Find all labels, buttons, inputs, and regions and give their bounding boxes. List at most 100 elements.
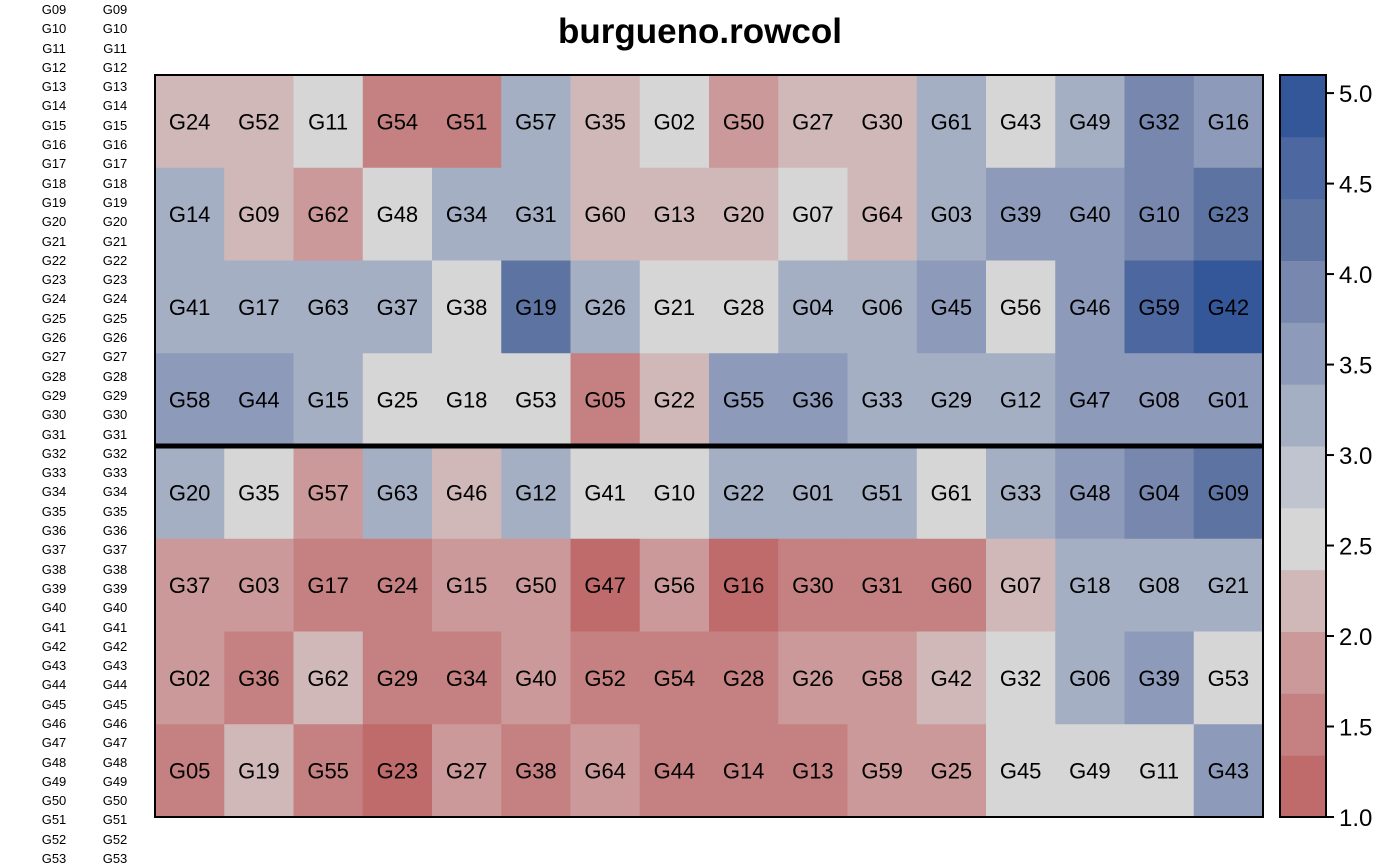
cell-label: G60 (584, 202, 626, 227)
heatmap-cell (362, 631, 433, 725)
heatmap-cell (847, 167, 918, 261)
heatmap-cell (986, 260, 1056, 354)
heatmap-cell (639, 446, 710, 540)
left-label: G53 (102, 851, 128, 867)
heatmap-cell (224, 631, 294, 725)
left-label: G17 (41, 156, 67, 172)
cell-label: G55 (723, 388, 765, 413)
heatmap-cell (709, 260, 779, 354)
heatmap-cell (293, 353, 364, 447)
left-label: G35 (102, 503, 128, 519)
heatmap-cell (501, 167, 571, 261)
cell-label: G32 (1138, 109, 1180, 134)
heatmap-cell (639, 538, 710, 632)
left-label: G50 (41, 793, 67, 809)
heatmap-cell (432, 446, 502, 540)
left-label: G35 (41, 503, 67, 519)
heatmap-cell (778, 631, 848, 725)
cell-label: G52 (584, 666, 626, 691)
cell-label: G14 (723, 759, 765, 784)
legend-tick-label: 4.5 (1339, 172, 1372, 199)
left-label: G26 (102, 330, 128, 346)
cell-label: G42 (931, 666, 973, 691)
cell-label: G16 (1208, 109, 1250, 134)
heatmap-cell (1124, 260, 1195, 354)
left-label: G36 (102, 523, 128, 539)
cell-label: G27 (446, 759, 488, 784)
legend-swatch (1280, 507, 1326, 571)
heatmap-cell (362, 167, 433, 261)
left-label: G30 (41, 407, 67, 423)
heatmap-cell (570, 260, 641, 354)
cell-label: G17 (307, 573, 349, 598)
cell-label: G58 (169, 388, 211, 413)
legend-swatch (1280, 446, 1326, 509)
heatmap-cell (1055, 75, 1125, 169)
cell-label: G51 (861, 480, 903, 505)
heatmap-cell (155, 167, 225, 261)
left-label: G40 (41, 600, 67, 616)
left-label: G34 (102, 484, 128, 500)
heatmap-cell (432, 167, 502, 261)
cell-label: G37 (377, 295, 419, 320)
left-label: G42 (41, 638, 67, 654)
heatmap-cell (570, 538, 641, 632)
cell-label: G08 (1138, 573, 1180, 598)
cell-label: G06 (1069, 666, 1111, 691)
cell-label: G15 (446, 573, 488, 598)
left-label: G24 (102, 291, 128, 307)
cell-label: G29 (377, 666, 419, 691)
heatmap-cell (362, 538, 433, 632)
heatmap-cell (1055, 538, 1125, 632)
cell-label: G33 (1000, 480, 1042, 505)
cell-label: G59 (1138, 295, 1180, 320)
heatmap-cell (986, 631, 1056, 725)
heatmap-cell (778, 167, 848, 261)
cell-label: G26 (792, 666, 834, 691)
heatmap-cell (778, 724, 848, 818)
left-label: G18 (41, 175, 67, 191)
cell-label: G43 (1000, 109, 1042, 134)
heatmap-cell (1124, 353, 1195, 447)
legend-swatch (1280, 75, 1326, 138)
heatmap-cell (155, 446, 225, 540)
left-label: G45 (41, 696, 67, 712)
heatmap-cell (1193, 260, 1264, 354)
heatmap-cell (986, 446, 1056, 540)
heatmap-cell (847, 260, 918, 354)
heatmap-cell (916, 75, 987, 169)
cell-label: G31 (515, 202, 557, 227)
left-label: G09 (41, 2, 67, 17)
heatmap-cell (570, 353, 641, 447)
left-label: G14 (102, 98, 128, 114)
cell-label: G45 (1000, 759, 1042, 784)
left-label: G22 (41, 252, 67, 268)
heatmap-cell (432, 260, 502, 354)
heatmap-cell (293, 75, 364, 169)
chart-title: burgueno.rowcol (558, 12, 842, 51)
heatmap-cell (709, 446, 779, 540)
cell-label: G18 (1069, 573, 1111, 598)
cell-label: G01 (792, 480, 834, 505)
left-label: G10 (41, 21, 67, 37)
cell-label: G23 (377, 759, 419, 784)
heatmap-cell (570, 446, 641, 540)
cell-label: G05 (584, 388, 626, 413)
cell-label: G03 (238, 573, 280, 598)
heatmap-cell (639, 75, 710, 169)
cell-label: G34 (446, 666, 488, 691)
heatmap-cell (155, 260, 225, 354)
heatmap-cell (709, 631, 779, 725)
heatmap-cell (293, 631, 364, 725)
cell-label: G52 (238, 109, 280, 134)
left-label: G47 (102, 735, 128, 751)
heatmap-cell (639, 631, 710, 725)
cell-label: G35 (238, 480, 280, 505)
heatmap-cell (224, 260, 294, 354)
cell-label: G07 (792, 202, 834, 227)
cell-label: G51 (446, 109, 488, 134)
heatmap-cell (916, 631, 987, 725)
legend-tick-label: 2.0 (1339, 624, 1372, 651)
left-label: G28 (102, 368, 128, 384)
cell-label: G09 (238, 202, 280, 227)
